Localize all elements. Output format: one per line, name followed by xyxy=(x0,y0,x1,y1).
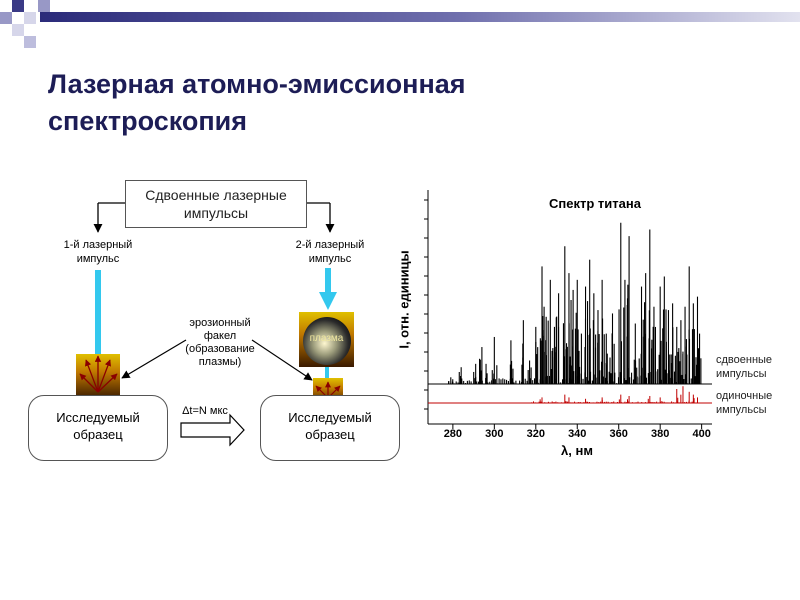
header-bar xyxy=(0,0,800,48)
chart-series xyxy=(428,222,712,404)
legend-single: одиночные импульсы xyxy=(716,389,772,417)
sample-2-box xyxy=(260,395,400,461)
x-tick-label: 280 xyxy=(444,428,462,440)
y-axis-label: I, отн. единицы xyxy=(396,250,412,349)
torch-line: плазмы) xyxy=(198,356,242,368)
header-square xyxy=(0,12,12,24)
sample-2-line: Исследуемый xyxy=(288,410,372,425)
legend-double-line: импульсы xyxy=(716,368,767,380)
header-gradient-stripe xyxy=(40,12,800,22)
x-tick-label: 360 xyxy=(610,428,628,440)
sample-1-box xyxy=(28,395,168,461)
laser-beam-2 xyxy=(325,268,331,294)
header-square xyxy=(12,0,24,12)
pulse-1-label: 1-й лазерный импульс xyxy=(50,238,146,266)
delay-arrow xyxy=(180,413,245,447)
torch-line: факел xyxy=(203,330,237,342)
double-pulses-label: Сдвоенные лазерные импульсы xyxy=(125,186,307,222)
plume-rays xyxy=(79,355,118,393)
pulse-1-line: 1-й лазерный xyxy=(63,239,133,251)
sample-1-line: образец xyxy=(73,427,123,442)
double-pulses-box xyxy=(125,180,307,228)
title-line: спектроскопия xyxy=(48,106,248,136)
legend-double-line: сдвоенные xyxy=(716,354,773,366)
x-tick-label: 340 xyxy=(568,428,586,440)
torch-arrow-left xyxy=(121,339,187,379)
sample-1-label: Исследуемый образец xyxy=(28,409,168,443)
pulse-2-label: 2-й лазерный импульс xyxy=(282,238,378,266)
sample-2-label: Исследуемый образец xyxy=(260,409,400,443)
pulse-1-line: импульс xyxy=(76,253,120,265)
x-tick-label: 320 xyxy=(527,428,545,440)
header-square xyxy=(24,12,36,24)
legend-double: сдвоенные импульсы xyxy=(716,353,772,381)
torch-label: эрозионный факел (образование плазмы) xyxy=(174,317,266,369)
double-pulses-line: импульсы xyxy=(183,205,249,221)
plasma-glow xyxy=(303,317,351,365)
torch-line: эрозионный xyxy=(189,317,251,329)
pulse-2-line: 2-й лазерный xyxy=(295,239,365,251)
chart-ticks: 280 300 320 340 360 380 400 xyxy=(444,424,711,440)
chart-title: Спектр титана xyxy=(549,196,641,211)
x-axis-label: λ, нм xyxy=(561,443,593,458)
torch-arrow-right xyxy=(251,339,313,381)
x-tick-label: 380 xyxy=(651,428,669,440)
header-square xyxy=(24,36,36,48)
x-tick-label: 400 xyxy=(692,428,710,440)
laser-beam-2-arrowhead xyxy=(319,292,337,310)
delay-label: Δt=N мкс xyxy=(182,405,228,417)
sample-1-line: Исследуемый xyxy=(56,410,140,425)
pulse-2-line: импульс xyxy=(308,253,352,265)
x-tick-label: 300 xyxy=(485,428,503,440)
chart-axes xyxy=(424,190,712,425)
header-square xyxy=(38,0,50,12)
sample-2-line: образец xyxy=(305,427,355,442)
plasma-label: плазма xyxy=(309,333,344,344)
torch-line: (образование xyxy=(185,343,255,355)
header-square xyxy=(12,24,24,36)
legend-single-line: одиночные xyxy=(716,390,773,402)
double-pulses-line: Сдвоенные лазерные xyxy=(145,187,287,203)
laser-beam-1 xyxy=(95,270,101,354)
title-line: Лазерная атомно-эмиссионная xyxy=(48,69,466,99)
slide-title: Лазерная атомно-эмиссионная спектроскопи… xyxy=(48,66,668,140)
legend-single-line: импульсы xyxy=(716,404,767,416)
